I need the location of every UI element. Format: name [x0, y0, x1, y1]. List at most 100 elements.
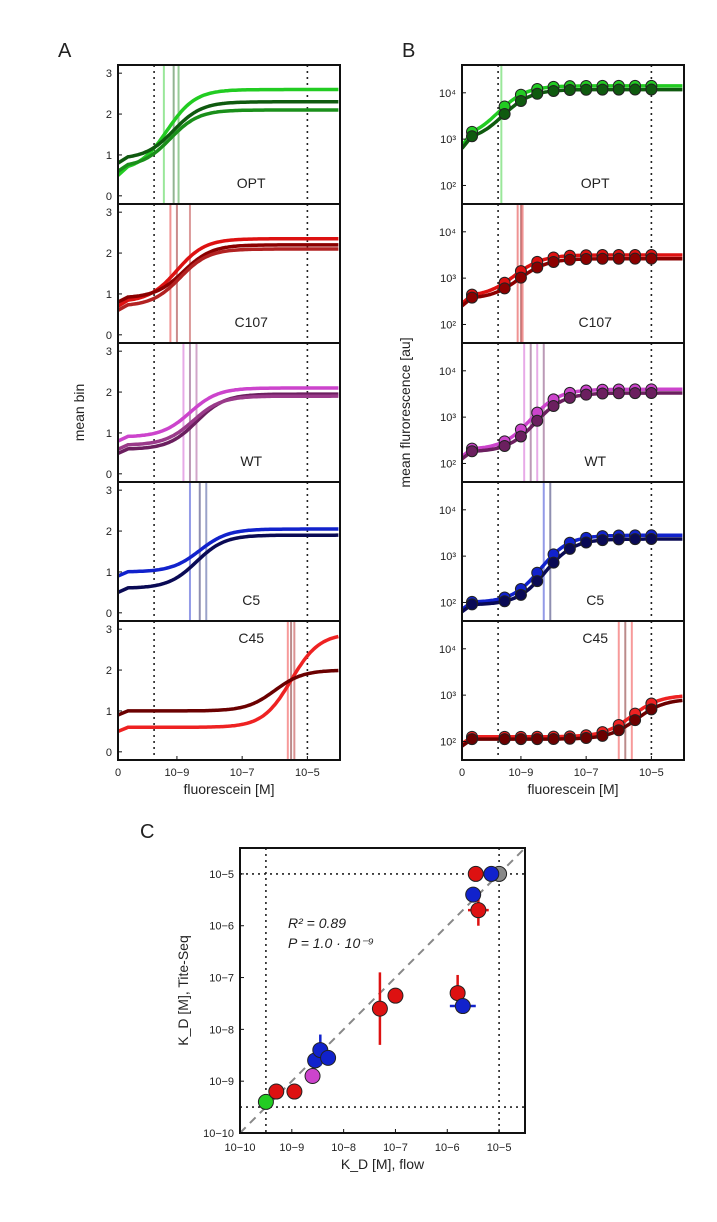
- data-point: [466, 291, 478, 304]
- subpanel-opt: OPT 10² 10³ 10⁴: [439, 64, 685, 205]
- x-tick-label: 10−7: [574, 767, 599, 779]
- annotation-r2: R² = 0.89: [288, 915, 346, 931]
- data-point: [467, 865, 484, 882]
- data-point: [547, 84, 560, 97]
- data-point: [596, 83, 609, 96]
- subpanel-label: C45: [582, 630, 608, 646]
- y-axis-label: mean flurorescence [au]: [397, 337, 413, 487]
- subpanel-label: C45: [238, 630, 264, 646]
- subpanel-c107: C107 10² 10³ 10⁴: [439, 203, 685, 344]
- y-tick-label: 10−9: [209, 1076, 234, 1088]
- subpanel-opt: OPT 0 1 2 3: [106, 64, 341, 205]
- data-point: [371, 1000, 388, 1017]
- fit-curve: [118, 533, 339, 594]
- data-point: [612, 724, 625, 737]
- data-point: [645, 533, 658, 546]
- fit-curve: [462, 87, 683, 150]
- data-point: [547, 399, 560, 412]
- data-point: [466, 445, 478, 458]
- panel-c: C R² = 0.89 P = 1.0 · 10⁻⁹ 10−10 10−10 10−9 10…: [140, 821, 526, 1172]
- fit-curve: [118, 527, 339, 578]
- identity-line: [239, 847, 526, 1134]
- subpanel-label: WT: [240, 453, 262, 469]
- subpanel-frame: [117, 481, 341, 622]
- data-point: [645, 387, 658, 400]
- data-point: [531, 733, 544, 746]
- data-point: [580, 253, 593, 266]
- x-tick-label: 10−5: [295, 767, 320, 779]
- subpanel-label: C107: [578, 314, 612, 330]
- data-point: [612, 387, 625, 400]
- y-tick-label: 1: [106, 428, 112, 440]
- data-point: [514, 430, 527, 443]
- y-tick-label: 2: [106, 248, 112, 260]
- subpanel-frame: [461, 342, 685, 483]
- data-point: [596, 252, 609, 265]
- data-point: [268, 1083, 285, 1100]
- y-tick-label: 10²: [440, 458, 456, 470]
- data-point: [514, 733, 527, 746]
- data-point: [580, 536, 593, 549]
- data-point: [257, 1093, 274, 1110]
- data-point: [320, 1049, 337, 1066]
- y-tick-label: 0: [106, 330, 112, 342]
- panel-label: B: [402, 40, 415, 62]
- y-tick-label: 2: [106, 109, 112, 121]
- data-point: [466, 130, 478, 143]
- data-point: [563, 84, 576, 97]
- x-axis-label: K_D [M], flow: [341, 1156, 425, 1172]
- y-tick-label: 10−5: [209, 869, 234, 881]
- data-point: [470, 902, 487, 919]
- y-axis-label: K_D [M], Tite-Seq: [175, 935, 191, 1045]
- data-point: [612, 252, 625, 265]
- data-point: [645, 703, 658, 716]
- data-point: [498, 108, 511, 121]
- data-point: [596, 534, 609, 547]
- data-point: [629, 252, 642, 265]
- x-tick-label: 10−7: [230, 767, 255, 779]
- subpanel-frame: [117, 64, 341, 205]
- fit-curve: [118, 634, 339, 734]
- subpanel-frame: [117, 342, 341, 483]
- subpanel-wt: WT 10² 10³ 10⁴: [439, 342, 685, 483]
- y-tick-label: 10³: [440, 690, 456, 702]
- y-tick-label: 0: [106, 469, 112, 481]
- subpanel-label: C5: [242, 592, 260, 608]
- data-point: [629, 83, 642, 96]
- x-tick-label: 10−9: [279, 1142, 304, 1154]
- subpanel-label: WT: [584, 453, 606, 469]
- data-point: [286, 1083, 303, 1100]
- subpanel-c45: C45 0 1 2 3: [106, 620, 341, 761]
- y-tick-label: 10⁴: [439, 366, 456, 378]
- subpanel-label: C107: [234, 314, 268, 330]
- data-point: [454, 998, 471, 1015]
- y-tick-label: 10²: [440, 736, 456, 748]
- data-point: [498, 733, 511, 746]
- y-tick-label: 1: [106, 289, 112, 301]
- subpanel-frame: [461, 203, 685, 344]
- data-point: [514, 588, 527, 601]
- data-point: [465, 886, 482, 903]
- data-point: [612, 83, 625, 96]
- data-point: [483, 865, 500, 882]
- x-tick-label: 10−6: [435, 1142, 460, 1154]
- x-axis-label: fluorescein [M]: [527, 781, 618, 797]
- subpanel-label: C5: [586, 592, 604, 608]
- subpanel-c5: C5 10² 10³ 10⁴: [439, 481, 685, 622]
- data-point: [629, 387, 642, 400]
- plot-frame: [239, 847, 526, 1134]
- data-point: [498, 282, 511, 295]
- data-point: [645, 252, 658, 265]
- fit-curve: [118, 386, 339, 443]
- annotation-p: P = 1.0 · 10⁻⁹: [288, 935, 374, 951]
- data-point: [531, 575, 544, 588]
- y-tick-label: 10³: [440, 273, 456, 285]
- x-tick-label: 10−10: [225, 1142, 256, 1154]
- x-tick-label: 10−8: [331, 1142, 356, 1154]
- y-tick-label: 3: [106, 624, 112, 636]
- subpanel-frame: [117, 203, 341, 344]
- data-point: [304, 1068, 321, 1084]
- y-tick-label: 0: [106, 608, 112, 620]
- subpanel-wt: WT 0 1 2 3: [106, 342, 341, 483]
- fit-curve: [118, 394, 339, 451]
